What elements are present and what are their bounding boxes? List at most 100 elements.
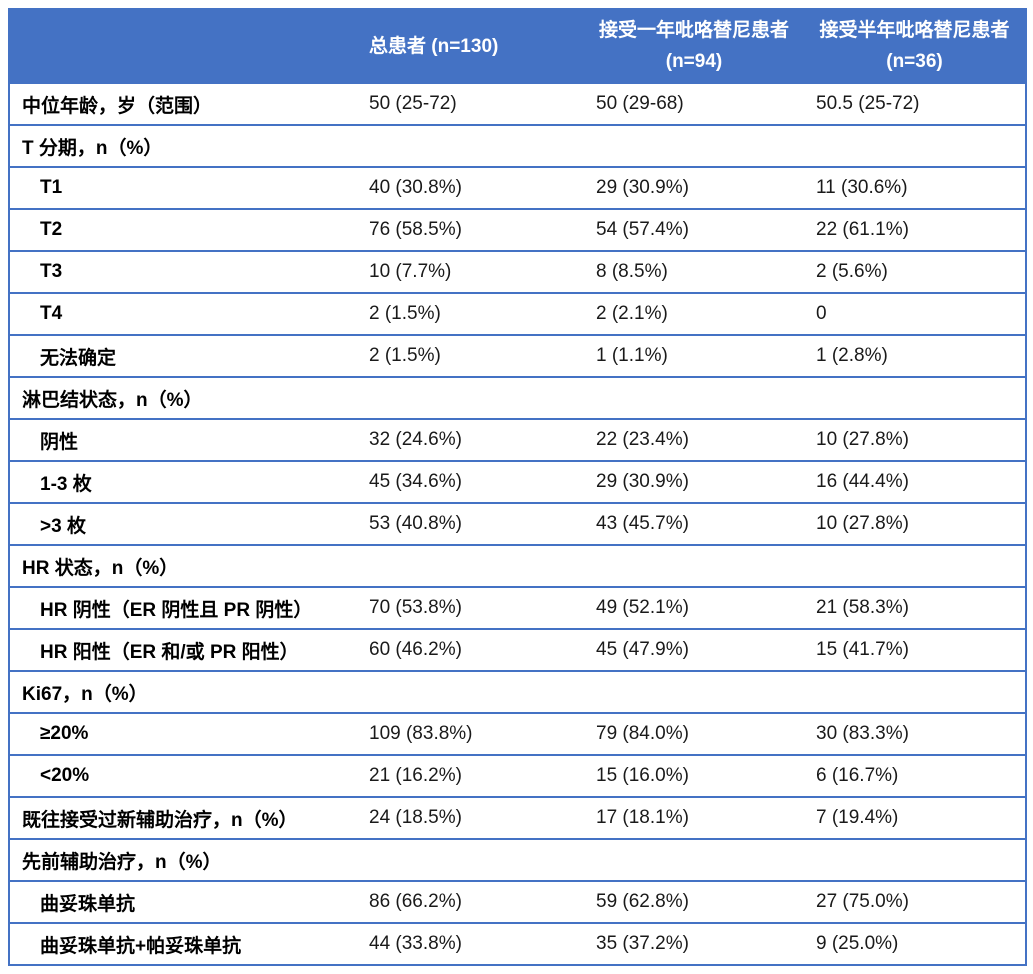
row-label: HR 阴性（ER 阴性且 PR 阴性） (9, 586, 357, 629)
row-label: ≥20% (9, 712, 357, 755)
row-value: 24 (18.5%) (357, 796, 584, 839)
header-cell-half-year-pyrotinib: 接受半年吡咯替尼患者 (n=36) (804, 9, 1026, 83)
row-value: 30 (83.3%) (804, 712, 1026, 755)
row-value: 22 (61.1%) (804, 208, 1026, 251)
row-value: 7 (19.4%) (804, 796, 1026, 839)
header-cell-characteristic (9, 9, 357, 83)
row-value: 45 (47.9%) (584, 628, 804, 671)
row-label: 曲妥珠单抗+帕妥珠单抗 (9, 922, 357, 965)
row-label: HR 阳性（ER 和/或 PR 阳性） (9, 628, 357, 671)
row-label: T2 (9, 208, 357, 251)
baseline-characteristics-table: 总患者 (n=130) 接受一年吡咯替尼患者 (n=94) 接受半年吡咯替尼患者… (8, 8, 1027, 966)
row-value: 27 (75.0%) (804, 880, 1026, 923)
table-row: <20% 21 (16.2%) 15 (16.0%) 6 (16.7%) (9, 754, 1026, 797)
table-row: T3 10 (7.7%) 8 (8.5%) 2 (5.6%) (9, 250, 1026, 293)
row-value: 43 (45.7%) (584, 502, 804, 545)
row-value: 2 (5.6%) (804, 250, 1026, 293)
row-value: 29 (30.9%) (584, 166, 804, 209)
row-label: T1 (9, 166, 357, 209)
row-value: 40 (30.8%) (357, 166, 584, 209)
row-value: 45 (34.6%) (357, 460, 584, 503)
row-value: 50.5 (25-72) (804, 82, 1026, 125)
row-label: T3 (9, 250, 357, 293)
table-row: 阴性 32 (24.6%) 22 (23.4%) 10 (27.8%) (9, 418, 1026, 461)
row-value: 0 (804, 292, 1026, 335)
header-half-year-line2: (n=36) (886, 51, 943, 72)
table-header: 总患者 (n=130) 接受一年吡咯替尼患者 (n=94) 接受半年吡咯替尼患者… (9, 9, 1026, 83)
row-value: 70 (53.8%) (357, 586, 584, 629)
row-value: 6 (16.7%) (804, 754, 1026, 797)
row-label: 曲妥珠单抗 (9, 880, 357, 923)
row-value: 8 (8.5%) (584, 250, 804, 293)
table-row: 既往接受过新辅助治疗，n（%） 24 (18.5%) 17 (18.1%) 7 (19… (9, 796, 1026, 839)
row-value: 49 (52.1%) (584, 586, 804, 629)
row-value: 29 (30.9%) (584, 460, 804, 503)
row-value: 2 (2.1%) (584, 292, 804, 335)
header-half-year-line1: 接受半年吡咯替尼患者 (819, 20, 1010, 41)
row-value: 2 (1.5%) (357, 292, 584, 335)
table-row: ≥20% 109 (83.8%) 79 (84.0%) 30 (83.3%) (9, 712, 1026, 755)
row-value: 54 (57.4%) (584, 208, 804, 251)
section-row: 淋巴结状态，n（%） (9, 376, 1026, 419)
header-cell-total-patients: 总患者 (n=130) (357, 9, 584, 83)
row-value: 10 (27.8%) (804, 502, 1026, 545)
table-body: 中位年龄，岁（范围） 50 (25-72) 50 (29-68) 50.5 (25-7… (9, 82, 1026, 965)
table-row: T1 40 (30.8%) 29 (30.9%) 11 (30.6%) (9, 166, 1026, 209)
row-label: >3 枚 (9, 502, 357, 545)
row-label: 中位年龄，岁（范围） (9, 82, 357, 125)
row-label: 淋巴结状态，n（%） (9, 376, 1026, 419)
section-row: T 分期，n（%） (9, 124, 1026, 167)
row-value: 44 (33.8%) (357, 922, 584, 965)
table-row: 中位年龄，岁（范围） 50 (25-72) 50 (29-68) 50.5 (25-7… (9, 82, 1026, 125)
table-row: 曲妥珠单抗+帕妥珠单抗 44 (33.8%) 35 (37.2%) 9 (25.0%) (9, 922, 1026, 965)
table-row: HR 阴性（ER 阴性且 PR 阴性） 70 (53.8%) 49 (52.1%) 2… (9, 586, 1026, 629)
header-one-year-line1: 接受一年吡咯替尼患者 (598, 20, 789, 41)
row-value: 22 (23.4%) (584, 418, 804, 461)
header-one-year-line2: (n=94) (665, 51, 723, 72)
row-value: 10 (27.8%) (804, 418, 1026, 461)
row-value: 1 (1.1%) (584, 334, 804, 377)
row-value: 1 (2.8%) (804, 334, 1026, 377)
section-row: HR 状态，n（%） (9, 544, 1026, 587)
row-value: 21 (16.2%) (357, 754, 584, 797)
row-value: 16 (44.4%) (804, 460, 1026, 503)
row-value: 11 (30.6%) (804, 166, 1026, 209)
row-label: 无法确定 (9, 334, 357, 377)
row-value: 2 (1.5%) (357, 334, 584, 377)
table-row: 1-3 枚 45 (34.6%) 29 (30.9%) 16 (44.4%) (9, 460, 1026, 503)
row-value: 35 (37.2%) (584, 922, 804, 965)
header-row: 总患者 (n=130) 接受一年吡咯替尼患者 (n=94) 接受半年吡咯替尼患者… (9, 9, 1026, 83)
row-label: <20% (9, 754, 357, 797)
table-row: HR 阳性（ER 和/或 PR 阳性） 60 (46.2%) 45 (47.9%) 1… (9, 628, 1026, 671)
table-row: T4 2 (1.5%) 2 (2.1%) 0 (9, 292, 1026, 335)
table-row: T2 76 (58.5%) 54 (57.4%) 22 (61.1%) (9, 208, 1026, 251)
row-label: 1-3 枚 (9, 460, 357, 503)
row-value: 21 (58.3%) (804, 586, 1026, 629)
row-value: 79 (84.0%) (584, 712, 804, 755)
row-label: HR 状态，n（%） (9, 544, 1026, 587)
row-value: 60 (46.2%) (357, 628, 584, 671)
row-value: 9 (25.0%) (804, 922, 1026, 965)
row-value: 10 (7.7%) (357, 250, 584, 293)
row-value: 76 (58.5%) (357, 208, 584, 251)
row-label: 先前辅助治疗，n（%） (9, 838, 1026, 881)
row-value: 53 (40.8%) (357, 502, 584, 545)
section-row: Ki67，n（%） (9, 670, 1026, 713)
row-value: 32 (24.6%) (357, 418, 584, 461)
row-value: 50 (25-72) (357, 82, 584, 125)
row-label: 既往接受过新辅助治疗，n（%） (9, 796, 357, 839)
row-value: 59 (62.8%) (584, 880, 804, 923)
header-total-line1: 总患者 (n=130) (369, 35, 499, 57)
row-value: 109 (83.8%) (357, 712, 584, 755)
row-label: T 分期，n（%） (9, 124, 1026, 167)
row-label: Ki67，n（%） (9, 670, 1026, 713)
table-row: 无法确定 2 (1.5%) 1 (1.1%) 1 (2.8%) (9, 334, 1026, 377)
row-value: 17 (18.1%) (584, 796, 804, 839)
row-label: T4 (9, 292, 357, 335)
row-value: 15 (41.7%) (804, 628, 1026, 671)
table-row: 曲妥珠单抗 86 (66.2%) 59 (62.8%) 27 (75.0%) (9, 880, 1026, 923)
section-row: 先前辅助治疗，n（%） (9, 838, 1026, 881)
row-label: 阴性 (9, 418, 357, 461)
row-value: 86 (66.2%) (357, 880, 584, 923)
